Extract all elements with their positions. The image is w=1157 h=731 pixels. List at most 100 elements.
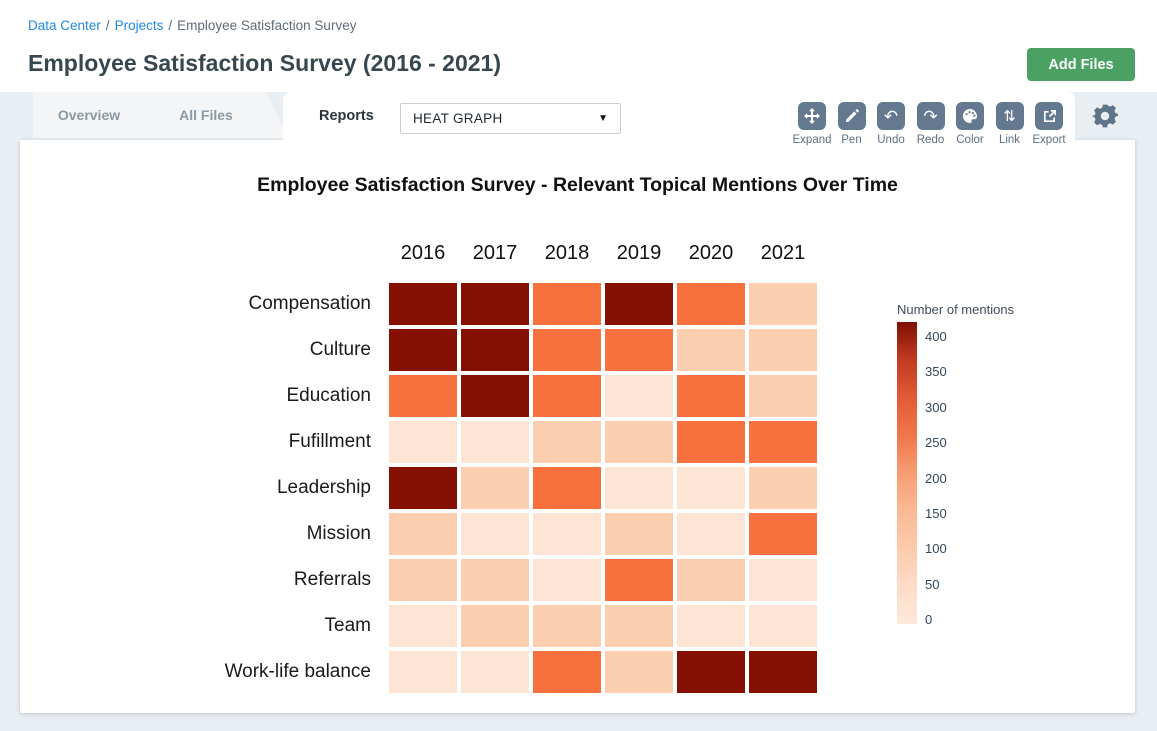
heatmap-cell[interactable]: [677, 513, 745, 555]
heatmap-cell[interactable]: [749, 651, 817, 693]
colorbar-tick: 350: [925, 364, 947, 380]
heatmap-column-header: 2018: [544, 242, 590, 264]
heatmap-row-label: Compensation: [248, 293, 371, 314]
heatmap-cell[interactable]: [461, 467, 529, 509]
pen-button[interactable]: [837, 102, 866, 130]
expand-button[interactable]: [798, 102, 826, 130]
heatmap-cell[interactable]: [389, 329, 457, 371]
heatmap-cell[interactable]: [461, 421, 529, 463]
heatmap-cell[interactable]: [605, 375, 673, 417]
colorbar-ticks: 400 350 300 250 200 150 100 50 0: [925, 328, 947, 629]
export-button[interactable]: [1035, 102, 1063, 130]
heatmap-cell[interactable]: [677, 467, 745, 509]
export-box-icon: [1042, 109, 1057, 124]
heatmap-cell[interactable]: [533, 421, 601, 463]
heatmap-cell[interactable]: [461, 513, 529, 555]
tab-reports[interactable]: Reports: [319, 108, 374, 124]
heatmap-cell[interactable]: [605, 513, 673, 555]
palette-icon: [962, 108, 978, 124]
heatmap-cell[interactable]: [677, 283, 745, 325]
undo-button[interactable]: ↶: [877, 102, 905, 130]
heatmap-cell[interactable]: [533, 651, 601, 693]
heatmap-cell[interactable]: [461, 283, 529, 325]
heatmap-cell[interactable]: [389, 651, 457, 693]
app-header: Data Center / Projects / Employee Satisfacti…: [0, 0, 1157, 92]
heatmap-cell[interactable]: [749, 513, 817, 555]
colorbar-tick: 400: [925, 329, 947, 344]
heatmap-cell[interactable]: [533, 467, 601, 509]
report-type-dropdown[interactable]: HEAT GRAPH ▼: [400, 103, 621, 134]
heatmap-cell[interactable]: [461, 559, 529, 601]
heatmap-cell[interactable]: [389, 559, 457, 601]
heatmap-cell[interactable]: [389, 375, 457, 417]
tab-all-files[interactable]: All Files: [140, 92, 288, 138]
move-arrows-icon: [804, 108, 820, 124]
heatmap-cell[interactable]: [461, 329, 529, 371]
redo-button[interactable]: ↷: [916, 102, 945, 130]
heatmap-cell[interactable]: [677, 651, 745, 693]
heatmap-column-header: 2017: [472, 242, 518, 264]
heatmap-cell[interactable]: [749, 421, 817, 463]
reports-tab-panel: Reports HEAT GRAPH ▼ Expand Pen ↶: [283, 92, 1075, 146]
heatmap-row-label: Leadership: [276, 477, 371, 498]
heatmap-cell[interactable]: [605, 467, 673, 509]
heatmap-cell[interactable]: [605, 651, 673, 693]
heatmap-cell[interactable]: [389, 283, 457, 325]
heatmap-cell[interactable]: [533, 375, 601, 417]
report-type-value: HEAT GRAPH: [413, 111, 503, 126]
heatmap-cell[interactable]: [461, 651, 529, 693]
redo-arrow-icon: ↷: [923, 106, 938, 126]
heatmap-cell[interactable]: [677, 329, 745, 371]
heatmap-cell[interactable]: [389, 421, 457, 463]
heatmap-cell[interactable]: [533, 605, 601, 647]
colorbar-tick: 150: [925, 505, 947, 521]
heatmap-cell[interactable]: [461, 605, 529, 647]
heatmap-cell[interactable]: [533, 513, 601, 555]
heatmap-grid: 2016 2017 2018 2019 2020 2021 Compensation Cult…: [201, 237, 817, 693]
heatmap-cell[interactable]: [749, 283, 817, 325]
heatmap-cell[interactable]: [749, 467, 817, 509]
settings-button[interactable]: [1090, 102, 1120, 132]
breadcrumb-link-data-center[interactable]: Data Center: [28, 18, 101, 33]
heatmap-cell[interactable]: [533, 559, 601, 601]
heatmap-cell[interactable]: [677, 421, 745, 463]
heatmap-cell[interactable]: [389, 513, 457, 555]
link-button[interactable]: ⇅: [995, 102, 1024, 130]
heatmap-cell[interactable]: [677, 605, 745, 647]
toolbar-label: Undo: [877, 134, 905, 146]
tab-overview[interactable]: Overview: [33, 92, 161, 138]
heatmap-cell[interactable]: [749, 559, 817, 601]
heatmap-cell[interactable]: [605, 283, 673, 325]
heatmap-cell[interactable]: [749, 375, 817, 417]
heatmap-cell[interactable]: [605, 605, 673, 647]
heatmap-cell[interactable]: [605, 421, 673, 463]
heatmap-cell[interactable]: [533, 283, 601, 325]
pencil-icon: [844, 108, 859, 124]
add-files-button[interactable]: Add Files: [1027, 48, 1135, 81]
heatmap-cell[interactable]: [677, 375, 745, 417]
page-title: Employee Satisfaction Survey (2016 - 202…: [28, 50, 501, 76]
heatmap-cell[interactable]: [749, 605, 817, 647]
chart-title: Employee Satisfaction Survey - Relevant …: [257, 174, 898, 196]
heatmap-cell[interactable]: [389, 467, 457, 509]
colorbar-tick: 100: [925, 541, 947, 557]
breadcrumb-link-projects[interactable]: Projects: [114, 18, 164, 33]
heatmap-cell[interactable]: [533, 329, 601, 371]
breadcrumb-current: Employee Satisfaction Survey: [177, 18, 357, 33]
heatmap-row-label: Fufillment: [288, 431, 371, 452]
heatmap-row-label: Work-life balance: [224, 661, 371, 682]
heatmap-cell[interactable]: [461, 375, 529, 417]
colorbar-tick: 250: [925, 435, 947, 451]
heatmap-row-label: Culture: [309, 339, 371, 360]
toolbar-label: Export: [1032, 134, 1066, 146]
color-button[interactable]: [956, 102, 984, 130]
heatmap-column-header: 2021: [760, 242, 806, 264]
heatmap-cell[interactable]: [605, 329, 673, 371]
heatmap-row-label: Mission: [306, 523, 371, 544]
colorbar-label: Number of mentions: [897, 302, 1015, 317]
heatmap-cell[interactable]: [749, 329, 817, 371]
toolbar-label: Expand: [792, 134, 832, 146]
heatmap-cell[interactable]: [677, 559, 745, 601]
heatmap-cell[interactable]: [605, 559, 673, 601]
heatmap-cell[interactable]: [389, 605, 457, 647]
